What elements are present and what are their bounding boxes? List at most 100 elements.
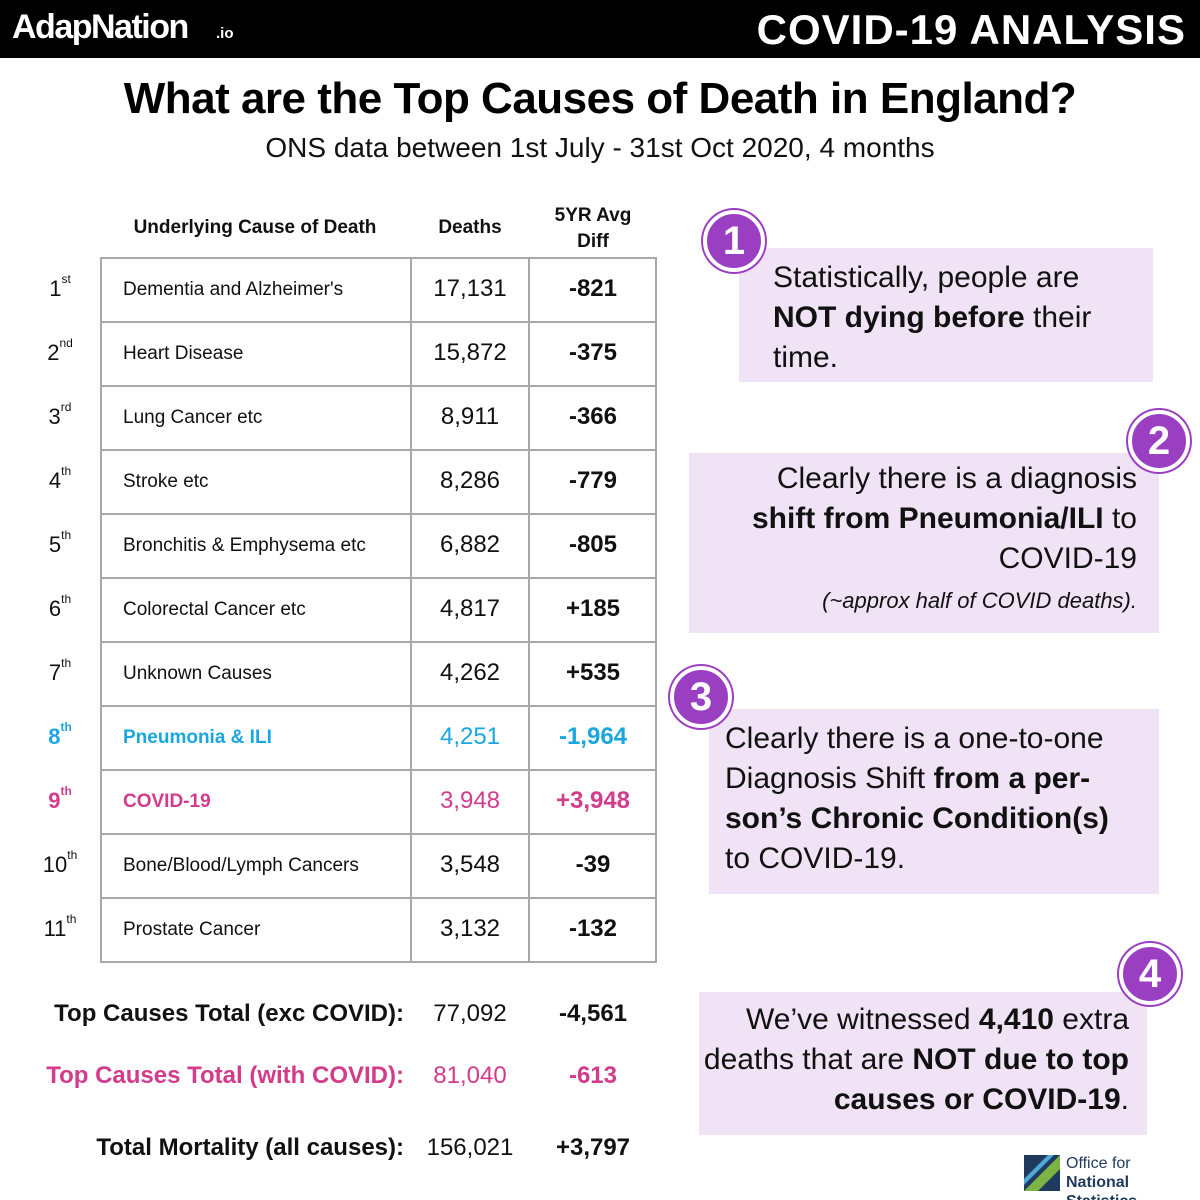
- brand-suffix: .io: [216, 25, 234, 42]
- row-diff: +185: [565, 595, 621, 622]
- row-diff: +535: [565, 659, 621, 686]
- note-box-1: Statistically, people are NOT dying befo…: [739, 248, 1153, 382]
- note-box-4: We’ve witnessed 4,410 extra deaths that …: [699, 992, 1147, 1135]
- row-rank-suffix: th: [61, 464, 72, 478]
- note-box-3: Clearly there is a one-to-one Diagnosis …: [709, 709, 1159, 894]
- row-rank: 8th: [20, 720, 100, 750]
- table-gridline-h: [100, 705, 657, 707]
- row-cause: Unknown Causes: [123, 663, 272, 684]
- table-gridline-v: [100, 257, 102, 963]
- note-box-2: Clearly there is a diagnosis shift from …: [689, 453, 1159, 633]
- row-deaths: 8,911: [440, 403, 500, 430]
- row-rank-suffix: th: [60, 720, 72, 734]
- total-diff: -4,561: [558, 1000, 628, 1027]
- row-rank-suffix: th: [61, 592, 72, 606]
- total-diff: +3,797: [555, 1134, 631, 1161]
- ons-wordmark: Office for National Statistics: [1066, 1154, 1200, 1200]
- row-diff: -375: [568, 339, 618, 366]
- row-rank-number: 3: [48, 404, 61, 429]
- total-label: Top Causes Total (with COVID):: [46, 1062, 404, 1089]
- row-rank-number: 5: [48, 532, 62, 557]
- total-label: Top Causes Total (exc COVID):: [54, 1000, 404, 1027]
- note-text-4: We’ve witnessed 4,410 extra deaths that …: [703, 1003, 1129, 1116]
- note-text-3: Clearly there is a one-to-one Diagnosis …: [725, 722, 1109, 875]
- note-badge-4: 4: [1119, 943, 1181, 1005]
- table-gridline-h: [100, 449, 657, 451]
- row-rank-number: 11: [43, 916, 67, 941]
- row-rank-number: 4: [48, 468, 62, 493]
- table-gridline-h: [100, 257, 657, 259]
- total-deaths: 156,021: [426, 1134, 514, 1161]
- row-rank-number: 7: [48, 660, 62, 685]
- row-diff: -779: [568, 467, 618, 494]
- brand-logo: AdapNation: [12, 8, 189, 46]
- row-rank-number: 1: [49, 276, 62, 301]
- table-gridline-h: [100, 321, 657, 323]
- row-cause: Lung Cancer etc: [123, 407, 263, 428]
- row-deaths: 4,817: [439, 595, 501, 622]
- column-header-cause: Underlying Cause of Death: [133, 217, 377, 238]
- row-rank-number: 10: [42, 852, 68, 877]
- total-deaths: 77,092: [433, 1000, 507, 1027]
- row-cause: Colorectal Cancer etc: [123, 599, 306, 620]
- page-subtitle: ONS data between 1st July - 31st Oct 202…: [265, 132, 935, 163]
- note-text-2: Clearly there is a diagnosis shift from …: [751, 462, 1137, 613]
- row-cause: Dementia and Alzheimer's: [123, 279, 344, 300]
- column-header-deaths: Deaths: [438, 217, 502, 238]
- total-diff: -613: [568, 1062, 618, 1089]
- column-header-diff-line2: Diff: [577, 231, 609, 252]
- note-badge-1: 1: [703, 210, 765, 272]
- row-deaths: 3,132: [439, 915, 501, 942]
- row-diff: -1,964: [558, 723, 628, 750]
- total-label: Total Mortality (all causes):: [96, 1134, 404, 1161]
- row-cause: Prostate Cancer: [123, 919, 261, 940]
- table-gridline-h: [100, 513, 657, 515]
- row-deaths: 4,251: [439, 723, 501, 750]
- table-gridline-h: [100, 641, 657, 643]
- row-rank-suffix: th: [60, 784, 72, 798]
- row-cause: Bronchitis & Emphysema etc: [123, 535, 366, 556]
- row-cause: COVID-19: [123, 791, 211, 812]
- table-gridline-v: [528, 257, 530, 963]
- header-bar: AdapNation .io COVID-19 ANALYSIS: [0, 0, 1200, 58]
- table-gridline-v: [655, 257, 657, 963]
- row-deaths: 3,948: [439, 787, 501, 814]
- header-title: COVID-19 ANALYSIS: [756, 6, 1186, 53]
- ons-line-2: National Statistics: [1066, 1174, 1137, 1200]
- row-rank-suffix: th: [66, 912, 77, 926]
- row-rank-suffix: th: [61, 656, 72, 670]
- row-deaths: 15,872: [433, 339, 507, 366]
- note-badge-3: 3: [670, 666, 732, 728]
- total-deaths: 81,040: [433, 1062, 507, 1089]
- page-title: What are the Top Causes of Death in Engl…: [123, 74, 1077, 123]
- row-rank-number: 6: [48, 596, 62, 621]
- note-text-1: Statistically, people are NOT dying befo…: [773, 261, 1092, 374]
- row-rank-suffix: th: [61, 528, 72, 542]
- row-rank-suffix: nd: [59, 336, 73, 350]
- row-deaths: 17,131: [433, 275, 507, 302]
- row-rank-suffix: st: [61, 272, 71, 286]
- row-rank-suffix: rd: [60, 400, 72, 414]
- ons-line-1: Office for: [1066, 1155, 1131, 1172]
- row-diff: -821: [568, 275, 618, 302]
- row-rank: 7th: [20, 656, 100, 686]
- table-gridline-h: [100, 961, 657, 963]
- table-gridline-h: [100, 385, 657, 387]
- table-gridline-h: [100, 833, 657, 835]
- row-rank: 3rd: [20, 400, 100, 430]
- row-rank: 4th: [20, 464, 100, 494]
- table-gridline-v: [410, 257, 412, 963]
- column-header-diff: 5YR Avg Diff: [530, 203, 656, 255]
- row-deaths: 6,882: [439, 531, 501, 558]
- column-header-diff-line1: 5YR Avg: [554, 205, 632, 226]
- row-rank: 9th: [20, 784, 100, 814]
- row-rank-suffix: th: [67, 848, 78, 862]
- row-deaths: 4,262: [439, 659, 501, 686]
- row-cause: Heart Disease: [123, 343, 244, 364]
- row-rank: 5th: [20, 528, 100, 558]
- row-diff: -805: [568, 531, 618, 558]
- row-rank: 2nd: [20, 336, 100, 366]
- row-deaths: 3,548: [439, 851, 501, 878]
- row-diff: -39: [575, 851, 611, 878]
- row-cause: Stroke etc: [123, 471, 209, 492]
